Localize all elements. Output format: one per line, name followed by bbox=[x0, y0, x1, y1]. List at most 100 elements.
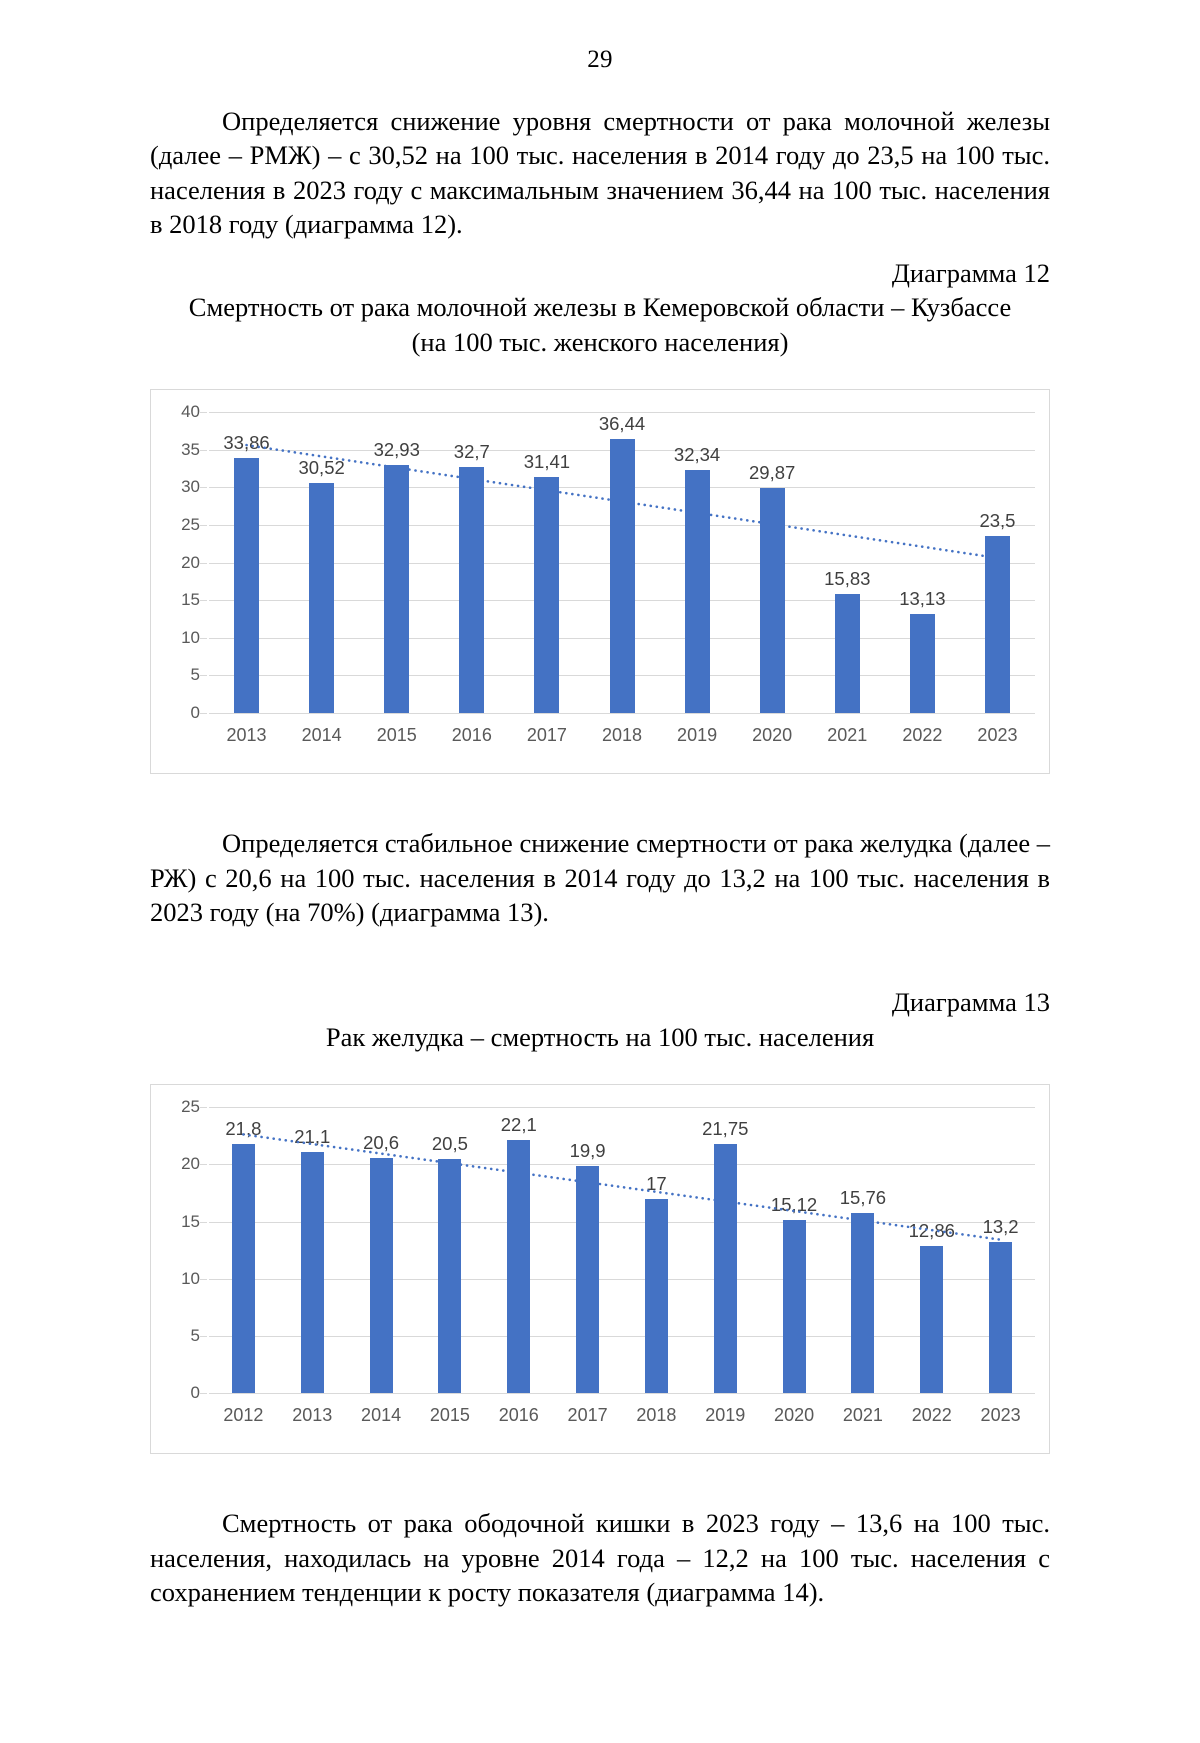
y-axis-tick-label: 20 bbox=[181, 1154, 200, 1174]
figure-12-caption: Диаграмма 12 bbox=[891, 257, 1050, 288]
x-axis-tick-label: 2023 bbox=[980, 1405, 1021, 1426]
bar-value-label: 33,86 bbox=[223, 432, 270, 454]
y-axis-tick-mark bbox=[200, 562, 207, 564]
document-page: 29 Определяется снижение уровня смертнос… bbox=[0, 46, 1200, 1743]
x-axis-tick-label: 2017 bbox=[526, 725, 567, 746]
bar-value-label: 32,7 bbox=[453, 440, 490, 462]
y-axis-tick-label: 15 bbox=[181, 1211, 200, 1231]
bar bbox=[759, 488, 785, 714]
chart-diagram-13: 0 5 10 15 20 25 21,8 2012 21,1 2013 20,6 2014 20,5 20… bbox=[150, 1084, 1050, 1455]
x-axis-tick-label: 2012 bbox=[223, 1405, 264, 1426]
y-axis-tick-mark bbox=[200, 487, 207, 489]
x-axis-tick-label: 2014 bbox=[361, 1405, 402, 1426]
x-axis-tick-label: 2022 bbox=[902, 725, 943, 746]
bar bbox=[984, 536, 1010, 714]
bar-value-label: 29,87 bbox=[749, 462, 796, 484]
figure-12-title-line1: Смертность от рака молочной железы в Кем… bbox=[188, 292, 1012, 323]
bar bbox=[782, 1220, 806, 1394]
y-axis-tick-label: 0 bbox=[190, 1383, 200, 1403]
gridline bbox=[209, 1164, 1035, 1166]
gridline bbox=[209, 1336, 1035, 1338]
y-axis-tick-label: 15 bbox=[181, 590, 200, 610]
bar bbox=[309, 483, 335, 714]
bar-value-label: 21,75 bbox=[702, 1118, 749, 1140]
x-axis-tick-label: 2021 bbox=[842, 1405, 883, 1426]
bar-value-label: 15,12 bbox=[770, 1194, 818, 1216]
bar bbox=[369, 1157, 393, 1394]
bar bbox=[989, 1242, 1013, 1394]
x-axis-tick-label: 2014 bbox=[301, 725, 342, 746]
bar-value-label: 21,1 bbox=[294, 1125, 331, 1147]
x-axis-tick-label: 2016 bbox=[498, 1405, 539, 1426]
y-axis-tick-mark bbox=[200, 1221, 207, 1223]
bar-value-label: 15,83 bbox=[824, 567, 871, 589]
y-axis-tick-mark bbox=[200, 1278, 207, 1280]
bar bbox=[507, 1140, 531, 1394]
figure-13-caption: Диаграмма 13 bbox=[891, 987, 1050, 1018]
y-axis-tick-mark bbox=[200, 600, 207, 602]
y-axis-tick-mark bbox=[200, 637, 207, 639]
page-number: 29 bbox=[587, 46, 613, 73]
gridline bbox=[209, 1107, 1035, 1109]
x-axis-tick-label: 2020 bbox=[752, 725, 793, 746]
bar bbox=[909, 614, 935, 714]
paragraph-stomach-cancer: Определяется стабильное снижение смертно… bbox=[150, 828, 1050, 927]
bar-value-label: 13,13 bbox=[899, 588, 946, 610]
y-axis-tick-label: 25 bbox=[181, 1097, 200, 1117]
bar-value-label: 17 bbox=[646, 1172, 667, 1194]
bar-value-label: 31,41 bbox=[523, 450, 571, 472]
x-axis-tick-label: 2016 bbox=[451, 725, 492, 746]
bar-value-label: 20,5 bbox=[431, 1132, 468, 1154]
y-axis-tick-label: 5 bbox=[190, 1326, 200, 1346]
bar bbox=[438, 1158, 462, 1394]
bar-value-label: 32,93 bbox=[373, 439, 420, 461]
bar bbox=[234, 458, 260, 714]
bar bbox=[851, 1212, 875, 1394]
bar bbox=[609, 438, 635, 714]
bar-value-label: 23,5 bbox=[979, 510, 1016, 532]
bar bbox=[684, 469, 710, 714]
plot-area: 0 5 10 15 20 25 30 35 40 33,86 2013 30,52 2014 32,93 2… bbox=[181, 402, 1035, 745]
bar-value-label: 12,86 bbox=[908, 1220, 955, 1242]
bar-value-label: 22,1 bbox=[500, 1114, 537, 1136]
y-axis-tick-mark bbox=[200, 449, 207, 451]
bar bbox=[300, 1151, 324, 1394]
bar bbox=[384, 465, 410, 714]
y-axis-tick-mark bbox=[200, 675, 207, 677]
bar bbox=[231, 1143, 255, 1394]
bar bbox=[713, 1144, 737, 1394]
bar-value-label: 21,8 bbox=[225, 1117, 262, 1139]
x-axis-tick-label: 2013 bbox=[292, 1405, 333, 1426]
x-axis-tick-label: 2022 bbox=[911, 1405, 952, 1426]
x-axis-tick-label: 2018 bbox=[601, 725, 643, 746]
bar bbox=[834, 593, 860, 714]
bar bbox=[920, 1246, 944, 1394]
y-axis-tick-label: 10 bbox=[181, 627, 200, 647]
y-axis-tick-label: 30 bbox=[181, 477, 200, 497]
x-axis-tick-label: 2017 bbox=[567, 1405, 608, 1426]
x-axis-tick-label: 2020 bbox=[774, 1405, 815, 1426]
bar bbox=[576, 1165, 600, 1394]
paragraph-breast-cancer: Определяется снижение уровня смертности … bbox=[150, 106, 1050, 240]
y-axis-tick-label: 40 bbox=[181, 402, 200, 422]
x-axis-tick-label: 2018 bbox=[636, 1405, 677, 1426]
y-axis-tick-mark bbox=[200, 412, 207, 414]
y-axis-tick-mark bbox=[200, 1164, 207, 1166]
y-axis-tick-label: 25 bbox=[181, 514, 200, 534]
y-axis-tick-mark bbox=[200, 713, 207, 715]
gridline bbox=[209, 1393, 1035, 1395]
bar-value-label: 13,2 bbox=[982, 1216, 1019, 1238]
y-axis-tick-label: 35 bbox=[181, 439, 200, 459]
y-axis-tick-label: 5 bbox=[190, 665, 200, 685]
y-axis-tick-label: 10 bbox=[181, 1268, 200, 1288]
plot-area: 0 5 10 15 20 25 21,8 2012 21,1 2013 20,6 2014 20,5 20… bbox=[181, 1097, 1035, 1425]
x-axis-tick-label: 2021 bbox=[827, 725, 868, 746]
figure-12-title-line2: (на 100 тыс. женского населения) bbox=[411, 326, 789, 357]
bar bbox=[644, 1198, 668, 1394]
bar-value-label: 20,6 bbox=[363, 1131, 400, 1153]
y-axis-tick-mark bbox=[200, 1107, 207, 1109]
x-axis-tick-label: 2023 bbox=[977, 725, 1018, 746]
chart-diagram-12: 0 5 10 15 20 25 30 35 40 33,86 2013 30,52 2014 32,93 2… bbox=[150, 389, 1050, 775]
paragraph-colon-cancer: Смертность от рака ободочной кишки в 202… bbox=[150, 1508, 1050, 1608]
x-axis-tick-label: 2019 bbox=[705, 1405, 746, 1426]
